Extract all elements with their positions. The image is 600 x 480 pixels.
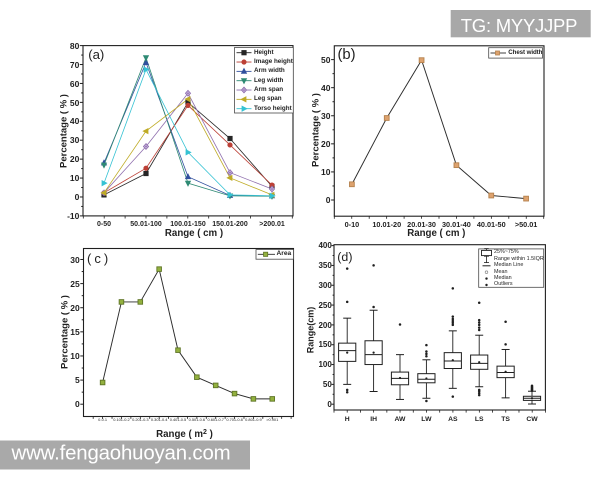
svg-text:www.fengaohuoyan.com: www.fengaohuoyan.com — [11, 442, 231, 464]
svg-text:TG: MYYJJPP: TG: MYYJJPP — [461, 15, 578, 36]
